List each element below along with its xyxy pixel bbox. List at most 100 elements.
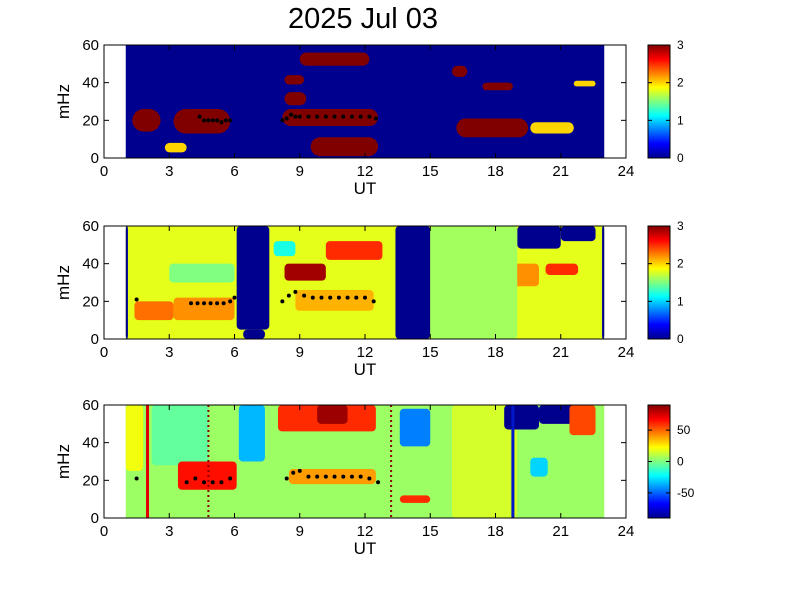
marker-point bbox=[354, 295, 359, 300]
colorbar-1: 0 1 2 3 bbox=[647, 38, 684, 165]
x-tick-label: 12 bbox=[357, 344, 374, 361]
heatmap-region bbox=[452, 405, 518, 518]
y-tick-label: 0 bbox=[91, 510, 99, 527]
y-tick-label: 20 bbox=[82, 112, 99, 129]
marker-point bbox=[219, 120, 224, 125]
marker-point bbox=[284, 476, 289, 481]
heatmap-region bbox=[517, 226, 561, 249]
heatmap-region bbox=[236, 226, 270, 330]
x-tick-label: 6 bbox=[230, 523, 238, 540]
marker-point bbox=[280, 118, 285, 123]
marker-point bbox=[210, 118, 215, 123]
x-tick-label: 0 bbox=[100, 523, 108, 540]
y-axis-label: mHz bbox=[54, 84, 73, 119]
figure-title: 2025 Jul 03 bbox=[288, 3, 438, 35]
heatmap-region bbox=[573, 80, 596, 87]
y-tick-label: 40 bbox=[82, 435, 99, 452]
marker-point bbox=[289, 112, 294, 117]
heatmap-region bbox=[310, 137, 379, 157]
marker-point bbox=[202, 480, 207, 485]
heatmap-region bbox=[125, 405, 144, 471]
heatmap-region bbox=[325, 241, 383, 260]
x-tick-label: 0 bbox=[100, 163, 108, 180]
heatmap-region bbox=[177, 461, 237, 490]
heatmap-region bbox=[560, 226, 596, 242]
heatmap-region bbox=[125, 226, 128, 339]
colorbar-tick-label: 2 bbox=[677, 257, 684, 271]
heatmap-region bbox=[395, 226, 431, 339]
heatmap-region bbox=[282, 109, 379, 126]
marker-point bbox=[341, 114, 346, 119]
marker-point bbox=[345, 295, 350, 300]
marker-point bbox=[376, 480, 381, 485]
colorbar-tick-label: 2 bbox=[677, 76, 684, 90]
x-tick-label: 24 bbox=[618, 163, 635, 180]
marker-point bbox=[215, 301, 220, 306]
x-tick-label: 9 bbox=[296, 163, 304, 180]
heatmap-region bbox=[173, 109, 231, 134]
marker-point bbox=[184, 480, 189, 485]
heatmap-region bbox=[134, 301, 174, 321]
marker-point bbox=[358, 114, 363, 119]
marker-point bbox=[228, 476, 233, 481]
y-axis-label: mHz bbox=[54, 265, 73, 300]
x-tick-label: 9 bbox=[296, 344, 304, 361]
marker-point bbox=[293, 114, 298, 119]
x-tick-label: 3 bbox=[165, 523, 173, 540]
marker-point bbox=[193, 476, 198, 481]
colorbar-2: 0 1 2 3 bbox=[647, 219, 684, 346]
x-tick-label: 21 bbox=[552, 163, 569, 180]
heatmap-region bbox=[504, 405, 539, 430]
heatmap-region bbox=[284, 263, 326, 281]
heatmap-region bbox=[284, 75, 305, 85]
y-tick-label: 20 bbox=[82, 472, 99, 489]
x-tick-label: 15 bbox=[422, 344, 439, 361]
marker-point bbox=[210, 480, 215, 485]
colorbar-tick-label: 3 bbox=[677, 219, 684, 233]
x-tick-label: 6 bbox=[230, 344, 238, 361]
x-tick-label: 21 bbox=[552, 523, 569, 540]
x-tick-label: 24 bbox=[618, 523, 635, 540]
marker-point bbox=[373, 116, 378, 121]
x-tick-label: 12 bbox=[357, 523, 374, 540]
marker-point bbox=[189, 301, 193, 306]
heatmap-region bbox=[243, 329, 265, 339]
heatmap-region bbox=[299, 52, 370, 66]
marker-point bbox=[323, 114, 328, 119]
x-tick-label: 18 bbox=[487, 163, 504, 180]
x-tick-label: 9 bbox=[296, 523, 304, 540]
marker-point bbox=[306, 474, 311, 479]
y-tick-label: 0 bbox=[91, 150, 99, 167]
heatmap-region bbox=[456, 118, 529, 138]
marker-point bbox=[319, 295, 324, 300]
marker-point bbox=[215, 118, 220, 123]
heatmap-region bbox=[132, 109, 161, 132]
colorbar-tick-label: 0 bbox=[677, 332, 684, 346]
y-tick-label: 60 bbox=[82, 218, 99, 235]
colorbar-tick-label: 1 bbox=[677, 113, 684, 127]
colorbar-tick-label: 0 bbox=[677, 151, 684, 165]
colorbar-tick-label: 3 bbox=[677, 38, 684, 52]
heatmap-region bbox=[317, 405, 348, 424]
y-tick-label: 20 bbox=[82, 293, 99, 310]
colorbar-3: 50 0 -50 bbox=[647, 404, 695, 519]
x-tick-label: 18 bbox=[487, 344, 504, 361]
marker-point bbox=[332, 474, 337, 479]
colorbar-tick-label: 50 bbox=[677, 423, 691, 437]
marker-point bbox=[310, 295, 315, 300]
marker-point bbox=[202, 118, 207, 123]
panel-3: 0 3 6 9 12 15 18 21 24 0 20 40 60 UT mHz 50 0 -50 bbox=[54, 397, 695, 558]
y-axis-label: mHz bbox=[54, 444, 73, 479]
heatmap-region bbox=[602, 226, 605, 339]
marker-point bbox=[341, 474, 346, 479]
marker-point bbox=[195, 301, 200, 306]
heatmap-region bbox=[238, 405, 265, 462]
marker-point bbox=[349, 114, 354, 119]
marker-point bbox=[197, 114, 202, 119]
x-tick-label: 15 bbox=[422, 163, 439, 180]
colorbar-tick-label: 1 bbox=[677, 294, 684, 308]
marker-point bbox=[315, 114, 320, 119]
marker-point bbox=[332, 114, 337, 119]
